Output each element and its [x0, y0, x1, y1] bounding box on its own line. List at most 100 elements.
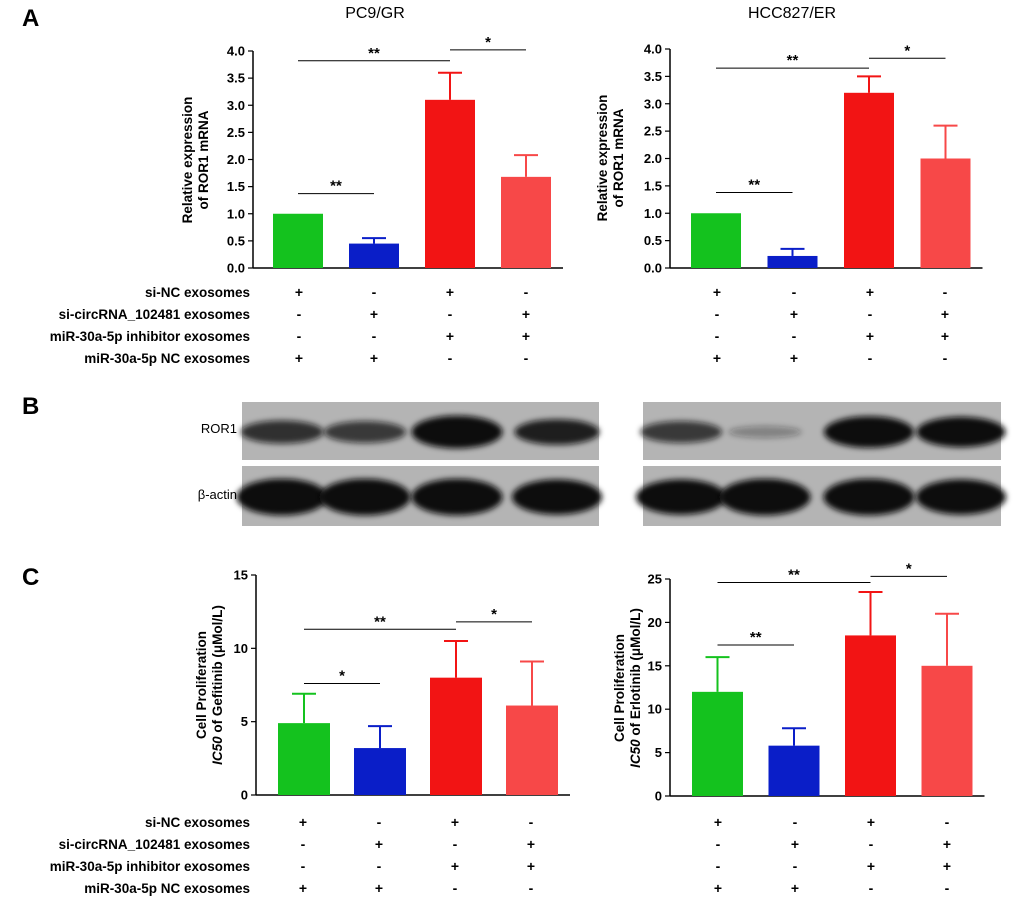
y-axis-label-italic: IC50	[210, 736, 225, 765]
condition-sign: -	[377, 858, 382, 874]
bar	[921, 665, 973, 796]
y-tick-label: 20	[648, 615, 662, 630]
significance-label: **	[788, 566, 800, 583]
condition-sign: +	[867, 858, 875, 874]
condition-sign: +	[713, 284, 721, 300]
condition-sign: -	[945, 814, 950, 830]
y-tick-label: 1.5	[644, 178, 662, 193]
condition-label: si-NC exosomes	[145, 285, 250, 300]
condition-sign: -	[792, 284, 797, 300]
bar	[845, 635, 896, 796]
significance-label: **	[368, 45, 380, 62]
significance-label: *	[485, 34, 491, 51]
condition-sign: +	[867, 814, 875, 830]
condition-sign: -	[301, 836, 306, 852]
y-tick-label: 0.0	[644, 261, 662, 276]
condition-sign: +	[527, 836, 535, 852]
condition-sign: +	[522, 306, 530, 322]
y-tick-label: 1.0	[644, 206, 662, 221]
y-axis-label-rest: of Gefitinib (μMol/L)	[210, 605, 225, 736]
significance-label: **	[374, 613, 386, 630]
blot-band	[728, 426, 802, 438]
blot-band	[719, 478, 811, 516]
condition-sign: -	[945, 880, 950, 896]
y-tick-label: 5	[655, 745, 662, 760]
condition-sign: +	[866, 328, 874, 344]
condition-sign: -	[943, 284, 948, 300]
significance-label: **	[787, 52, 799, 69]
y-tick-label: 4.0	[644, 42, 662, 57]
condition-sign: -	[793, 814, 798, 830]
blot-band	[636, 479, 726, 515]
condition-sign: -	[716, 858, 721, 874]
bar	[349, 243, 399, 268]
blot-band	[324, 421, 406, 443]
chart-title-hcc827: HCC827/ER	[748, 5, 836, 22]
condition-sign: -	[453, 836, 458, 852]
chart-title-pc9: PC9/GR	[345, 5, 405, 22]
y-tick-label: 0.0	[227, 261, 245, 276]
y-tick-label: 2.5	[644, 124, 662, 139]
y-tick-label: 5	[241, 714, 248, 729]
y-tick-label: 10	[234, 641, 248, 656]
bar	[354, 748, 406, 795]
blot-band	[411, 415, 503, 449]
bar	[767, 255, 818, 268]
bar	[273, 213, 323, 268]
y-tick-label: 25	[648, 572, 662, 587]
bar	[278, 723, 330, 795]
condition-sign: +	[299, 814, 307, 830]
y-tick-label: 10	[648, 702, 662, 717]
western-blots	[236, 402, 1006, 526]
blot-band	[640, 421, 722, 443]
y-tick-label: 15	[234, 568, 248, 583]
condition-sign: -	[529, 880, 534, 896]
condition-sign: +	[790, 306, 798, 322]
blot-band	[514, 419, 600, 445]
condition-label: miR-30a-5p inhibitor exosomes	[50, 859, 250, 874]
condition-sign: -	[524, 350, 529, 366]
y-tick-label: 1.0	[227, 206, 245, 221]
y-axis-label-italic: IC50	[628, 739, 643, 768]
condition-sign: -	[297, 306, 302, 322]
blot-band	[236, 478, 328, 516]
condition-sign: +	[714, 814, 722, 830]
condition-sign: -	[792, 328, 797, 344]
condition-sign: +	[790, 350, 798, 366]
condition-sign: -	[372, 328, 377, 344]
blot-band	[916, 479, 1006, 515]
significance-label: **	[330, 178, 342, 195]
condition-label: si-circRNA_102481 exosomes	[59, 837, 250, 852]
condition-sign: +	[941, 306, 949, 322]
condition-sign: -	[372, 284, 377, 300]
bar	[768, 745, 820, 796]
condition-sign: +	[370, 306, 378, 322]
condition-sign: -	[448, 306, 453, 322]
panel-label-b: B	[22, 393, 39, 420]
condition-sign: -	[529, 814, 534, 830]
condition-sign: +	[299, 880, 307, 896]
condition-sign: -	[715, 306, 720, 322]
y-tick-label: 3.5	[644, 69, 662, 84]
condition-sign: -	[377, 814, 382, 830]
condition-sign: -	[793, 858, 798, 874]
y-tick-label: 2.0	[644, 151, 662, 166]
condition-sign: +	[370, 350, 378, 366]
condition-sign: -	[868, 350, 873, 366]
y-tick-label: 3.0	[644, 96, 662, 111]
y-axis-label-line: of ROR1 mRNA	[196, 110, 211, 209]
chart-pc9-ror1-mrna: 0.0 0.5 1.0 1.5 2.0 2.5 3.0 3.5 4.0 Relative expr…	[180, 34, 563, 276]
y-axis-label: Relative expressionof ROR1 mRNA	[595, 95, 626, 222]
bar	[692, 691, 743, 796]
bar	[501, 176, 551, 268]
condition-sign: +	[866, 284, 874, 300]
y-tick-label: 3.5	[227, 71, 245, 86]
condition-sign: -	[943, 350, 948, 366]
y-tick-label: 15	[648, 658, 662, 673]
blot-band	[823, 478, 915, 516]
condition-sign: +	[791, 880, 799, 896]
blot-band	[240, 420, 324, 444]
condition-sign: -	[297, 328, 302, 344]
significance-label: *	[491, 606, 497, 623]
